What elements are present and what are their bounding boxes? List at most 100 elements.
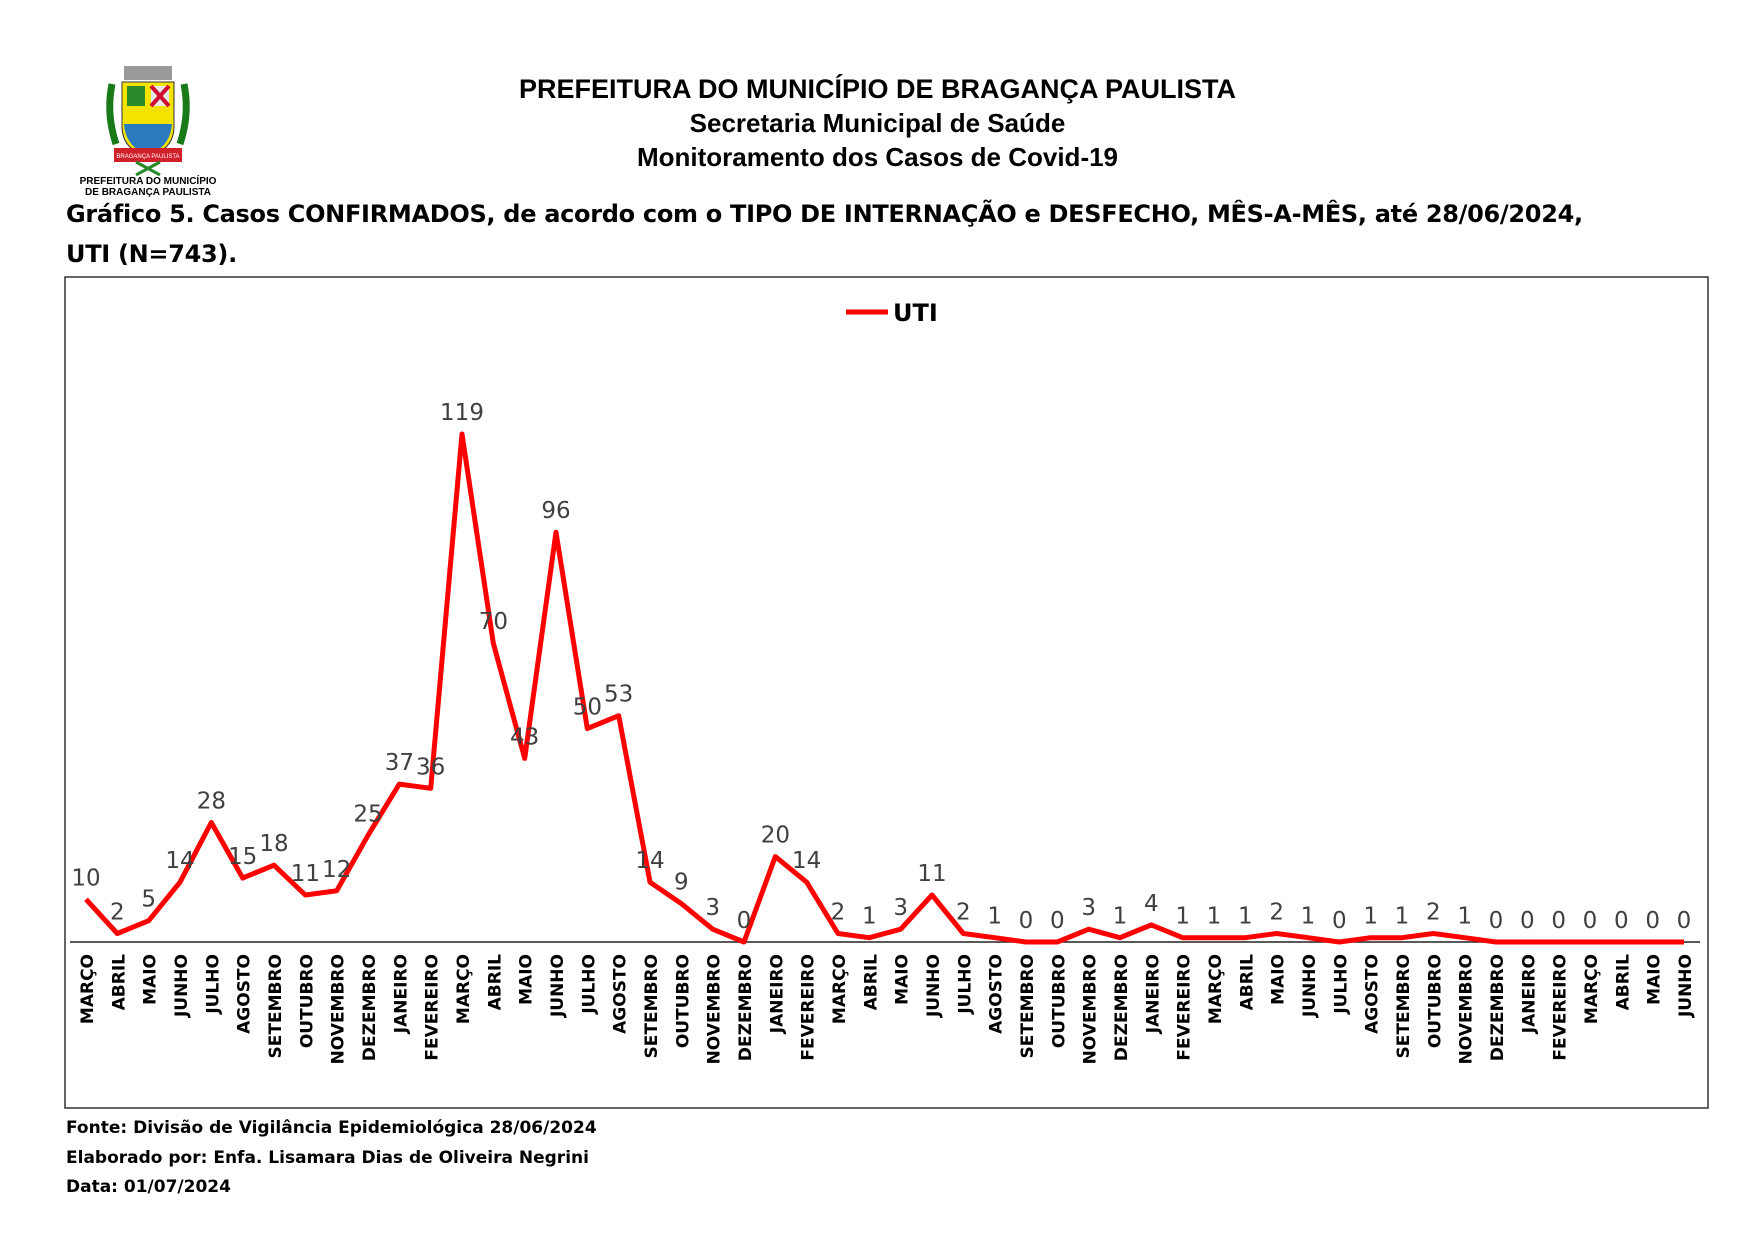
x-tick-label: MAIO	[141, 954, 161, 1005]
x-tick-label: MAIO	[1269, 954, 1289, 1005]
x-tick-label: DEZEMBRO	[360, 954, 380, 1061]
x-tick-label: SETEMBRO	[1394, 954, 1414, 1058]
data-label: 0	[1489, 908, 1504, 934]
data-label: 1	[1238, 904, 1253, 930]
x-tick-label: SETEMBRO	[266, 954, 286, 1058]
data-label: 9	[674, 870, 689, 896]
x-tick-label: NOVEMBRO	[705, 954, 725, 1064]
data-label: 1	[1175, 904, 1190, 930]
x-tick-label: JUNHO	[548, 954, 568, 1018]
data-label: 3	[893, 895, 908, 921]
data-label: 1	[1395, 904, 1410, 930]
data-label: 70	[479, 609, 508, 635]
x-tick-label: NOVEMBRO	[329, 954, 349, 1064]
data-label: 36	[416, 754, 445, 780]
x-tick-label: JUNHO	[1676, 954, 1696, 1018]
x-tick-label: ABRIL	[485, 954, 505, 1011]
data-label: 37	[385, 750, 414, 776]
data-label: 4	[1144, 891, 1159, 917]
series-line-uti	[84, 431, 1684, 945]
data-label: 0	[1614, 908, 1629, 934]
x-tick-label: ABRIL	[861, 954, 881, 1011]
x-tick-label: DEZEMBRO	[1488, 954, 1508, 1061]
legend: UTI	[846, 299, 938, 327]
data-label: 14	[792, 848, 821, 874]
data-label: 1	[1113, 904, 1128, 930]
data-label: 11	[917, 861, 946, 887]
x-tick-label: JUNHO	[924, 954, 944, 1018]
x-tick-label: MARÇO	[1206, 954, 1226, 1024]
data-label: 50	[573, 695, 602, 721]
data-label: 2	[110, 899, 125, 925]
header-municipality: PREFEITURA DO MUNICÍPIO DE BRAGANÇA PAUL…	[518, 74, 1236, 104]
data-label: 1	[1207, 904, 1222, 930]
data-label: 96	[541, 498, 570, 524]
data-label: 15	[228, 844, 257, 870]
data-label: 119	[440, 400, 484, 426]
x-tick-label: JANEIRO	[1143, 954, 1163, 1034]
data-label: 1	[1301, 904, 1316, 930]
x-tick-label: ABRIL	[1237, 954, 1257, 1011]
x-tick-label: DEZEMBRO	[1112, 954, 1132, 1061]
data-label: 14	[635, 848, 664, 874]
data-label: 0	[1332, 908, 1347, 934]
data-label: 0	[1645, 908, 1660, 934]
x-tick-label: MARÇO	[78, 954, 98, 1024]
x-tick-label: OUTUBRO	[297, 954, 317, 1048]
data-label: 0	[1583, 908, 1598, 934]
data-label: 12	[322, 857, 351, 883]
chart-title-line1: Gráfico 5. Casos CONFIRMADOS, de acordo …	[66, 200, 1583, 228]
data-label: 10	[71, 865, 100, 891]
data-label: 0	[737, 908, 752, 934]
x-tick-label: NOVEMBRO	[1457, 954, 1477, 1064]
x-tick-label: JANEIRO	[1519, 954, 1539, 1034]
x-tick-label: NOVEMBRO	[1081, 954, 1101, 1064]
x-tick-label: MARÇO	[1582, 954, 1602, 1024]
x-tick-label: OUTUBRO	[1049, 954, 1069, 1048]
logo-ribbon-text: BRAGANÇA PAULISTA	[116, 154, 179, 160]
x-tick-label: MARÇO	[830, 954, 850, 1024]
x-tick-label: JULHO	[579, 954, 599, 1015]
x-tick-label: AGOSTO	[235, 954, 255, 1034]
x-tick-label: AGOSTO	[987, 954, 1007, 1034]
data-label: 0	[1520, 908, 1535, 934]
data-label: 14	[165, 848, 194, 874]
data-label: 5	[141, 887, 156, 913]
x-tick-label: AGOSTO	[611, 954, 631, 1034]
data-label: 53	[604, 682, 633, 708]
x-tick-label: JANEIRO	[767, 954, 787, 1034]
data-label: 2	[1269, 899, 1284, 925]
x-tick-label: DEZEMBRO	[736, 954, 756, 1061]
x-tick-label: SETEMBRO	[1018, 954, 1038, 1058]
logo-text-line1: PREFEITURA DO MUNICÍPIO	[79, 176, 217, 187]
data-label: 1	[1363, 904, 1378, 930]
data-label: 1	[862, 904, 877, 930]
data-label: 0	[1677, 908, 1692, 934]
x-tick-label: SETEMBRO	[642, 954, 662, 1058]
data-label: 11	[291, 861, 320, 887]
x-tick-label: FEVEREIRO	[799, 954, 819, 1061]
data-label: 18	[259, 831, 288, 857]
data-label: 1	[1457, 904, 1472, 930]
data-label: 25	[353, 801, 382, 827]
chart-title-line2: UTI (N=743).	[66, 240, 237, 268]
footer-author: Elaborado por: Enfa. Lisamara Dias de Ol…	[66, 1148, 589, 1168]
chart-title: Gráfico 5. Casos CONFIRMADOS, de acordo …	[66, 194, 1716, 274]
data-label: 28	[197, 788, 226, 814]
x-tick-label: JULHO	[1331, 954, 1351, 1015]
footer-date: Data: 01/07/2024	[66, 1177, 231, 1197]
data-label: 2	[831, 899, 846, 925]
data-label: 3	[1081, 895, 1096, 921]
x-tick-label: OUTUBRO	[673, 954, 693, 1048]
data-label: 1	[987, 904, 1002, 930]
data-label: 20	[761, 823, 790, 849]
data-label: 2	[956, 899, 971, 925]
x-tick-label: JANEIRO	[391, 954, 411, 1034]
data-label: 0	[1551, 908, 1566, 934]
data-label: 43	[510, 724, 539, 750]
x-tick-label: MAIO	[893, 954, 913, 1005]
header-monitoring: Monitoramento dos Casos de Covid-19	[636, 142, 1119, 172]
x-tick-label: ABRIL	[1613, 954, 1633, 1011]
x-tick-label: JUNHO	[172, 954, 192, 1018]
